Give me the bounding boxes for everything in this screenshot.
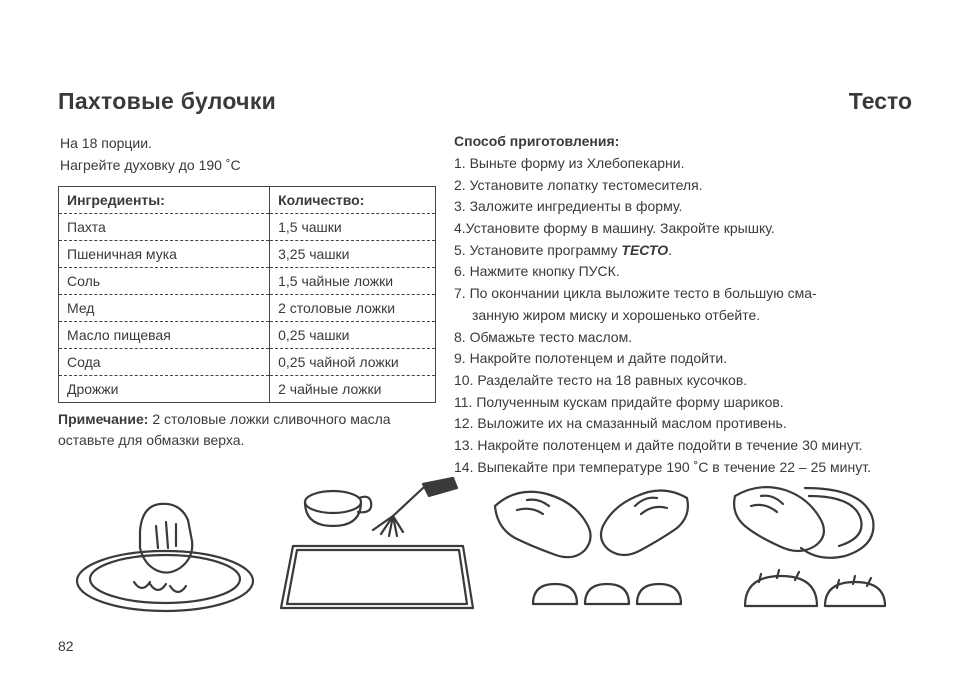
step: 13. Накройте полотенцем и дайте подойти … — [454, 435, 912, 457]
step: 11. Полученным кускам придайте форму шар… — [454, 392, 912, 414]
step: 9. Накройте полотенцем и дайте подойти. — [454, 348, 912, 370]
ingredient-cell: Мед — [59, 295, 270, 322]
illustration-row — [58, 476, 912, 616]
recipe-title: Пахтовые булочки — [58, 88, 276, 115]
table-row: Масло пищевая0,25 чашки — [59, 322, 436, 349]
step: 2. Установите лопатку тестомесителя. — [454, 175, 912, 197]
ingredient-cell: Пшеничная мука — [59, 241, 270, 268]
step: 1. Выньте форму из Хлебопекарни. — [454, 153, 912, 175]
step-cont: занную жиром миску и хорошенько отбейте. — [454, 305, 912, 327]
illustration-flatten — [699, 476, 913, 616]
method-steps: 1. Выньте форму из Хлебопекарни. 2. Уста… — [454, 153, 912, 478]
intro-text: На 18 порции. Нагрейте духовку до 190 ˚С — [58, 133, 436, 176]
step: 4.Установите форму в машину. Закройте кр… — [454, 218, 912, 240]
note-label: Примечание: — [58, 411, 148, 427]
category-title: Тесто — [849, 88, 912, 115]
quantity-cell: 3,25 чашки — [270, 241, 436, 268]
step: 10. Разделайте тесто на 18 равных кусочк… — [454, 370, 912, 392]
table-row: Мед2 столовые ложки — [59, 295, 436, 322]
illustration-shape — [485, 476, 699, 616]
quantity-cell: 2 чайные ложки — [270, 376, 436, 403]
table-row: Пахта1,5 чашки — [59, 214, 436, 241]
ingredient-cell: Дрожжи — [59, 376, 270, 403]
illustration-brush — [272, 476, 486, 616]
ingredient-cell: Масло пищевая — [59, 322, 270, 349]
left-column: На 18 порции. Нагрейте духовку до 190 ˚С… — [58, 133, 436, 478]
note-block: Примечание: 2 столовые ложки сливочного … — [58, 409, 436, 451]
ingredients-table: Ингредиенты: Количество: Пахта1,5 чашкиП… — [58, 186, 436, 403]
table-row: Сода0,25 чайной ложки — [59, 349, 436, 376]
oven-line: Нагрейте духовку до 190 ˚С — [60, 155, 436, 177]
step: 8. Обмажьте тесто маслом. — [454, 327, 912, 349]
step: 5. Установите программу ТЕСТО. — [454, 240, 912, 262]
table-row: Соль1,5 чайные ложки — [59, 268, 436, 295]
illustration-knead — [58, 486, 272, 616]
right-column: Способ приготовления: 1. Выньте форму из… — [454, 133, 912, 478]
step: 3. Заложите ингредиенты в форму. — [454, 196, 912, 218]
ingredient-cell: Соль — [59, 268, 270, 295]
ingredient-cell: Сода — [59, 349, 270, 376]
table-row: Дрожжи2 чайные ложки — [59, 376, 436, 403]
quantity-cell: 1,5 чайные ложки — [270, 268, 436, 295]
step: 6. Нажмите кнопку ПУСК. — [454, 261, 912, 283]
step: 7. По окончании цикла выложите тесто в б… — [454, 283, 912, 305]
method-title: Способ приготовления: — [454, 133, 912, 149]
quantity-cell: 1,5 чашки — [270, 214, 436, 241]
table-row: Пшеничная мука3,25 чашки — [59, 241, 436, 268]
quantity-cell: 0,25 чашки — [270, 322, 436, 349]
program-word: ТЕСТО — [621, 242, 668, 258]
table-header-quantity: Количество: — [270, 187, 436, 214]
quantity-cell: 2 столовые ложки — [270, 295, 436, 322]
page-number: 82 — [58, 638, 74, 654]
servings-line: На 18 порции. — [60, 133, 436, 155]
step: 12. Выложите их на смазанный маслом прот… — [454, 413, 912, 435]
table-header-ingredient: Ингредиенты: — [59, 187, 270, 214]
quantity-cell: 0,25 чайной ложки — [270, 349, 436, 376]
ingredient-cell: Пахта — [59, 214, 270, 241]
